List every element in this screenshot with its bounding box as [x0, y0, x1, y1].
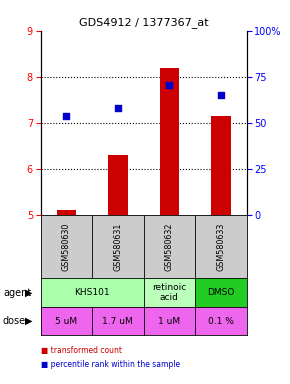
Text: 5 uM: 5 uM [55, 316, 77, 326]
Title: GDS4912 / 1377367_at: GDS4912 / 1377367_at [79, 17, 208, 28]
Text: ■ percentile rank within the sample: ■ percentile rank within the sample [41, 359, 180, 369]
Bar [108, 155, 128, 215]
Point [218, 92, 223, 98]
Text: 1 uM: 1 uM [158, 316, 180, 326]
Text: GSM580632: GSM580632 [165, 222, 174, 271]
Text: ■ transformed count: ■ transformed count [41, 346, 122, 355]
Point [64, 113, 69, 119]
Text: GSM580630: GSM580630 [62, 223, 71, 271]
Text: 1.7 uM: 1.7 uM [102, 316, 133, 326]
Point [115, 105, 120, 111]
Text: GSM580633: GSM580633 [216, 223, 225, 271]
Text: retinoic
acid: retinoic acid [152, 283, 186, 302]
Text: DMSO: DMSO [207, 288, 234, 297]
Text: dose: dose [3, 316, 26, 326]
Bar [57, 210, 76, 215]
Text: ▶: ▶ [25, 316, 32, 326]
Text: ▶: ▶ [25, 288, 32, 298]
Point [167, 81, 172, 88]
Bar [211, 116, 231, 215]
Text: KHS101: KHS101 [74, 288, 110, 297]
Text: 0.1 %: 0.1 % [208, 316, 234, 326]
Bar [160, 68, 179, 215]
Text: agent: agent [3, 288, 31, 298]
Text: GSM580631: GSM580631 [113, 223, 122, 271]
